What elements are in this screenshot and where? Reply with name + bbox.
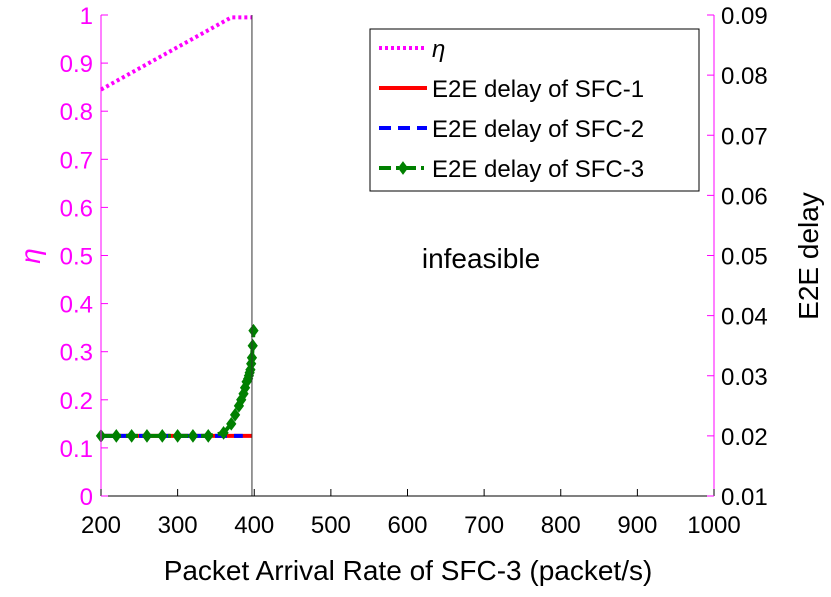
y-left-tick-label-0: 0 — [80, 484, 93, 511]
legend-label-0: η — [432, 36, 445, 63]
series-3-point-2 — [126, 429, 137, 443]
y-left-tick-label-5: 0.5 — [60, 244, 93, 271]
y-left-tick-label-1: 0.1 — [60, 436, 93, 463]
series-3-point-7 — [203, 429, 214, 443]
series-3-point-8 — [218, 426, 229, 440]
y-right-tick-label-5: 0.06 — [721, 183, 768, 210]
x-tick-label-6: 800 — [541, 512, 581, 539]
series-3-point-10 — [229, 407, 241, 422]
series-3-point-9 — [226, 417, 237, 431]
x-tick-label-8: 1000 — [687, 512, 740, 539]
y-right-tick-label-0: 0.01 — [721, 484, 768, 511]
y-left-axis-title: η — [15, 248, 46, 264]
y-right-tick-label-7: 0.08 — [721, 63, 768, 90]
y-right-axis-title: E2E delay — [793, 192, 824, 320]
series-3-point-4 — [157, 429, 168, 443]
y-left-tick-label-4: 0.4 — [60, 292, 93, 319]
x-tick-label-2: 400 — [234, 512, 274, 539]
legend-label-2: E2E delay of SFC-2 — [432, 116, 644, 143]
legend-box — [369, 28, 700, 192]
y-right-tick-label-2: 0.03 — [721, 364, 768, 391]
series-3-point-3 — [141, 429, 153, 443]
x-tick-label-7: 900 — [617, 512, 657, 539]
y-left-tick-label-7: 0.7 — [60, 147, 93, 174]
y-right-tick-label-1: 0.02 — [721, 424, 768, 451]
series-3-point-5 — [172, 429, 183, 443]
series-3-point-23 — [248, 323, 259, 338]
series-3-point-6 — [187, 429, 199, 443]
y-left-tick-label-8: 0.8 — [60, 99, 93, 126]
series-line-0 — [100, 15, 252, 92]
legend-marker-3 — [397, 161, 409, 175]
x-tick-label-3: 500 — [311, 512, 351, 539]
series-3-point-19 — [245, 362, 256, 377]
series-3-point-1 — [111, 429, 122, 443]
infeasible-annotation: infeasible — [422, 243, 540, 274]
x-axis-title: Packet Arrival Rate of SFC-3 (packet/s) — [164, 555, 653, 586]
y-left-tick-label-10: 1 — [80, 3, 93, 30]
y-left-tick-label-2: 0.2 — [60, 388, 93, 415]
x-tick-label-4: 600 — [387, 512, 427, 539]
y-left-tick-label-3: 0.3 — [60, 340, 93, 367]
x-tick-label-5: 700 — [464, 512, 504, 539]
y-right-tick-label-3: 0.04 — [721, 304, 768, 331]
y-right-tick-label-6: 0.07 — [721, 123, 768, 150]
legend-label-3: E2E delay of SFC-3 — [432, 156, 644, 183]
x-tick-label-0: 200 — [81, 512, 121, 539]
y-right-tick-label-4: 0.05 — [721, 244, 768, 271]
legend-label-1: E2E delay of SFC-1 — [432, 76, 644, 103]
y-left-tick-label-9: 0.9 — [60, 51, 93, 78]
y-left-tick-label-6: 0.6 — [60, 195, 93, 222]
x-tick-label-1: 300 — [158, 512, 198, 539]
y-right-tick-label-8: 0.09 — [721, 3, 768, 30]
series-3-point-22 — [247, 338, 258, 353]
